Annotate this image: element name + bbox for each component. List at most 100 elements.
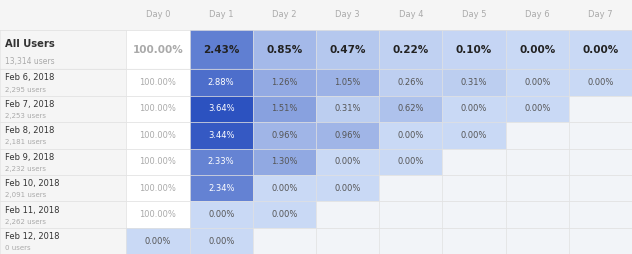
Bar [506, 175, 569, 201]
Text: 0.31%: 0.31% [334, 104, 361, 114]
Text: 3.44%: 3.44% [208, 131, 234, 140]
Bar [379, 149, 442, 175]
Bar [253, 69, 316, 96]
Bar [190, 228, 253, 254]
Text: Day 6: Day 6 [525, 10, 549, 20]
Text: 0.00%: 0.00% [398, 157, 424, 166]
Bar [253, 96, 316, 122]
Bar [379, 69, 442, 96]
Bar [316, 228, 379, 254]
Bar [253, 228, 316, 254]
Text: 100.00%: 100.00% [140, 104, 176, 114]
Bar [0, 201, 126, 228]
Bar [253, 201, 316, 228]
Text: Feb 7, 2018: Feb 7, 2018 [5, 100, 54, 109]
Text: 0.00%: 0.00% [524, 104, 550, 114]
Text: 100.00%: 100.00% [133, 45, 183, 55]
Bar [569, 228, 632, 254]
Bar [0, 149, 126, 175]
Bar [0, 175, 126, 201]
Text: Day 7: Day 7 [588, 10, 612, 20]
Bar [506, 30, 569, 69]
Text: 2,253 users: 2,253 users [5, 113, 46, 119]
Bar [190, 149, 253, 175]
Text: 0.26%: 0.26% [398, 78, 424, 87]
Text: 0.00%: 0.00% [461, 131, 487, 140]
Text: 0.00%: 0.00% [398, 131, 424, 140]
Text: 0.00%: 0.00% [334, 184, 361, 193]
Bar [0, 30, 126, 69]
Bar [190, 96, 253, 122]
Text: 1.26%: 1.26% [271, 78, 298, 87]
Text: 100.00%: 100.00% [140, 184, 176, 193]
Text: 1.30%: 1.30% [271, 157, 298, 166]
Text: 2.88%: 2.88% [208, 78, 234, 87]
Bar [506, 149, 569, 175]
Text: 0.00%: 0.00% [271, 184, 298, 193]
Bar [126, 149, 190, 175]
Bar [379, 30, 442, 69]
Bar [126, 201, 190, 228]
Bar [0, 228, 126, 254]
Text: 0.00%: 0.00% [582, 45, 619, 55]
Text: 1.51%: 1.51% [271, 104, 298, 114]
Bar [0, 122, 126, 149]
Text: 0.00%: 0.00% [461, 104, 487, 114]
Bar [506, 201, 569, 228]
Bar [379, 228, 442, 254]
Text: 100.00%: 100.00% [140, 157, 176, 166]
Bar [569, 69, 632, 96]
Text: Day 3: Day 3 [336, 10, 360, 20]
Text: 0.00%: 0.00% [524, 78, 550, 87]
Bar [253, 149, 316, 175]
Text: 100.00%: 100.00% [140, 131, 176, 140]
Bar [126, 228, 190, 254]
Bar [379, 175, 442, 201]
Bar [442, 175, 506, 201]
Text: Day 5: Day 5 [462, 10, 486, 20]
Bar [126, 30, 190, 69]
Text: 2,232 users: 2,232 users [5, 166, 46, 172]
Bar [253, 30, 316, 69]
Text: 2.43%: 2.43% [203, 45, 240, 55]
Bar [126, 69, 190, 96]
Bar [190, 122, 253, 149]
Bar [253, 122, 316, 149]
Bar [126, 96, 190, 122]
Text: 0.47%: 0.47% [329, 45, 366, 55]
Text: 13,314 users: 13,314 users [5, 57, 55, 66]
Bar [569, 122, 632, 149]
Text: 0.00%: 0.00% [271, 210, 298, 219]
Text: All Users: All Users [5, 39, 55, 49]
Text: 0.10%: 0.10% [456, 45, 492, 55]
Text: 0 users: 0 users [5, 245, 31, 251]
Text: Day 0: Day 0 [146, 10, 170, 20]
Bar [316, 69, 379, 96]
Bar [190, 175, 253, 201]
Bar [506, 96, 569, 122]
Text: Feb 10, 2018: Feb 10, 2018 [5, 179, 59, 188]
Bar [379, 122, 442, 149]
Text: 2,181 users: 2,181 users [5, 139, 46, 146]
Bar [569, 149, 632, 175]
Bar [316, 122, 379, 149]
Bar [506, 122, 569, 149]
Bar [442, 69, 506, 96]
Text: Feb 12, 2018: Feb 12, 2018 [5, 232, 59, 241]
Bar [442, 122, 506, 149]
Bar [442, 30, 506, 69]
Bar [379, 96, 442, 122]
Bar [253, 175, 316, 201]
Text: 1.05%: 1.05% [334, 78, 361, 87]
Text: Feb 9, 2018: Feb 9, 2018 [5, 153, 54, 162]
Bar [316, 96, 379, 122]
Text: 2,091 users: 2,091 users [5, 192, 46, 198]
Text: 0.85%: 0.85% [266, 45, 303, 55]
Text: 0.00%: 0.00% [334, 157, 361, 166]
Bar [569, 175, 632, 201]
Text: Day 4: Day 4 [399, 10, 423, 20]
Text: 0.96%: 0.96% [334, 131, 361, 140]
Text: 0.00%: 0.00% [145, 236, 171, 246]
Text: 0.62%: 0.62% [398, 104, 424, 114]
Bar [379, 201, 442, 228]
